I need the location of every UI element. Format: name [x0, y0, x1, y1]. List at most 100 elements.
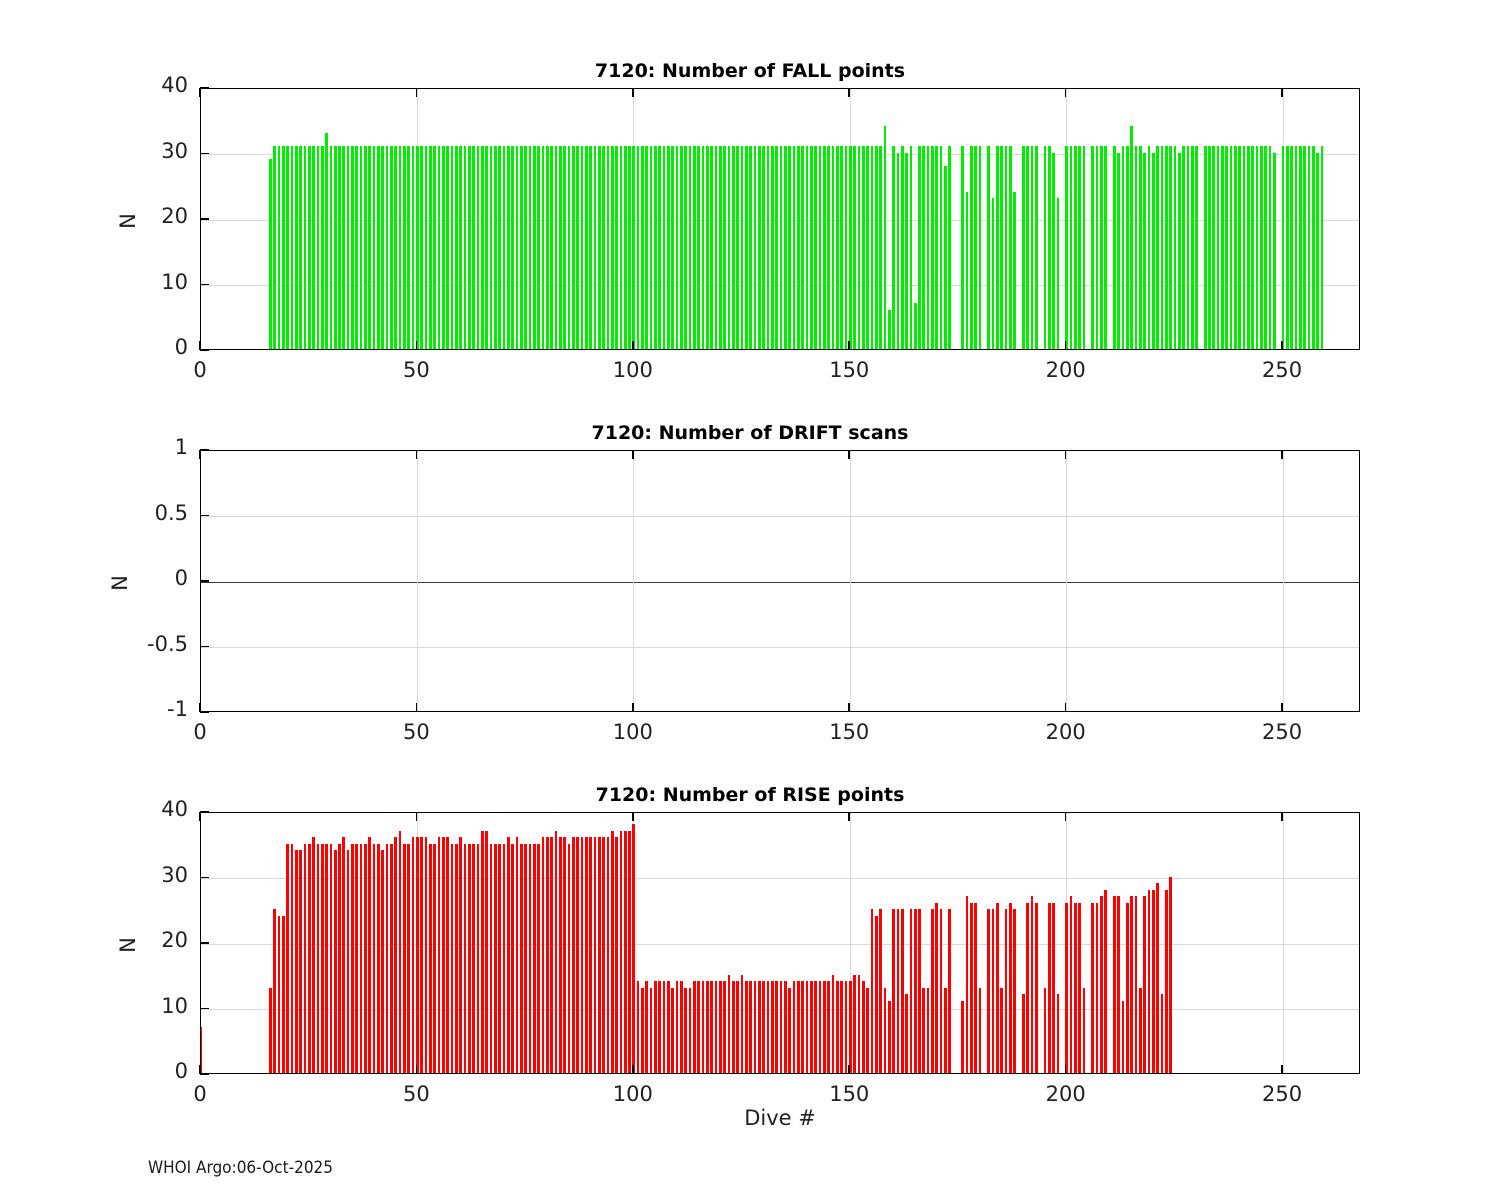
- footer-credit: WHOI Argo:06-Oct-2025: [148, 1158, 334, 1178]
- x-tick-mark-top: [415, 812, 418, 821]
- bar: [675, 145, 679, 349]
- bar: [805, 981, 809, 1073]
- bar: [329, 145, 333, 349]
- bar: [636, 981, 640, 1073]
- x-tick-mark-top: [848, 450, 851, 459]
- bar: [493, 145, 497, 349]
- panel-drift-title: 7120: Number of DRIFT scans: [591, 422, 909, 444]
- bar: [1099, 896, 1103, 1073]
- x-tick-label: 250: [1262, 358, 1303, 382]
- bar: [818, 145, 822, 349]
- gridline-vertical: [633, 451, 635, 711]
- y-tick-mark: [200, 942, 209, 944]
- bar: [796, 981, 800, 1073]
- bar: [732, 981, 735, 1073]
- bar: [766, 145, 770, 349]
- bar: [1004, 145, 1008, 349]
- bar: [632, 824, 636, 1073]
- bar: [429, 843, 432, 1073]
- bar: [654, 981, 657, 1073]
- bar: [1000, 987, 1004, 1073]
- bar: [939, 145, 943, 349]
- bar: [1125, 902, 1129, 1073]
- x-tick-mark: [848, 1065, 851, 1074]
- bar: [468, 145, 471, 349]
- bar: [667, 981, 670, 1073]
- x-tick-mark-top: [1281, 450, 1283, 459]
- bar: [342, 837, 346, 1073]
- bar: [502, 145, 506, 349]
- bar: [567, 145, 571, 349]
- gridline-vertical: [1282, 451, 1284, 711]
- bar: [290, 843, 294, 1073]
- y-tick-label: 0: [174, 566, 188, 590]
- bar: [1056, 994, 1060, 1073]
- x-tick-mark-top: [1064, 450, 1067, 459]
- bar: [723, 981, 727, 1073]
- bar: [286, 145, 289, 349]
- bar: [307, 843, 311, 1073]
- bar: [874, 145, 878, 349]
- bar: [844, 145, 848, 349]
- bar: [519, 145, 523, 349]
- x-tick-mark: [848, 341, 851, 350]
- bar: [1286, 145, 1289, 349]
- bar: [758, 981, 761, 1073]
- x-tick-mark: [632, 1065, 634, 1074]
- bar: [688, 145, 692, 349]
- plot-area-fall: [200, 88, 1360, 350]
- bar: [1169, 145, 1172, 349]
- bar: [1013, 191, 1017, 349]
- bar: [641, 145, 644, 349]
- bar: [740, 145, 744, 349]
- bar: [372, 843, 376, 1073]
- bar: [840, 145, 843, 349]
- bar: [831, 145, 835, 349]
- bar: [1104, 889, 1107, 1073]
- bar: [1117, 152, 1120, 349]
- x-tick-label: 50: [403, 720, 430, 744]
- bar: [1078, 145, 1081, 349]
- bar: [662, 145, 666, 349]
- bar: [835, 981, 839, 1073]
- bar: [545, 837, 549, 1073]
- bar: [887, 309, 891, 349]
- bar: [870, 145, 874, 349]
- bar: [892, 145, 895, 349]
- bar: [649, 145, 653, 349]
- bar: [788, 987, 791, 1073]
- bar: [909, 909, 913, 1073]
- bar: [900, 909, 904, 1073]
- bar: [1138, 987, 1142, 1073]
- bar: [312, 837, 315, 1073]
- bar: [996, 145, 999, 349]
- bar: [524, 843, 527, 1073]
- bar: [1073, 145, 1077, 349]
- x-tick-mark: [1064, 341, 1067, 350]
- x-tick-mark: [1281, 1065, 1283, 1074]
- panel-rise-title: 7120: Number of RISE points: [595, 784, 905, 806]
- bar: [905, 994, 908, 1073]
- bar: [437, 145, 441, 349]
- bar: [390, 843, 393, 1073]
- bar: [619, 830, 623, 1073]
- bar: [1091, 145, 1094, 349]
- bar: [1022, 145, 1025, 349]
- bar: [589, 837, 592, 1073]
- bar: [463, 843, 467, 1073]
- bar: [796, 145, 800, 349]
- bar: [377, 145, 380, 349]
- bar: [870, 909, 874, 1073]
- y-tick-label: 10: [161, 269, 188, 294]
- bar: [1225, 145, 1229, 349]
- bar: [1013, 909, 1017, 1073]
- bar: [1208, 145, 1211, 349]
- bar: [996, 902, 999, 1073]
- bar: [1052, 152, 1056, 349]
- bar: [1281, 145, 1285, 349]
- bar: [281, 145, 285, 349]
- y-tick-mark: [200, 449, 209, 451]
- bar: [805, 145, 809, 349]
- bar: [407, 843, 411, 1073]
- bar: [481, 830, 484, 1073]
